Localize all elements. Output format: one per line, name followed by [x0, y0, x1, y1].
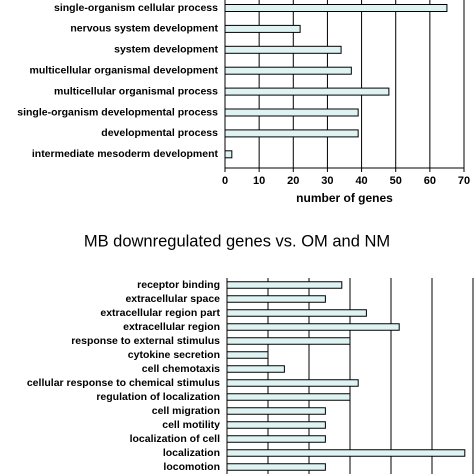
- bar: [226, 365, 285, 373]
- bar: [224, 150, 233, 159]
- x-tick-label: 60: [424, 175, 436, 187]
- category-label: cell motility: [162, 419, 220, 431]
- bar: [224, 87, 390, 96]
- bar: [226, 295, 326, 303]
- x-tick-label: 50: [390, 175, 402, 187]
- bar: [226, 421, 326, 429]
- category-label: cell chemotaxis: [142, 363, 220, 375]
- bar: [226, 281, 343, 289]
- chart-title: MB downregulated genes vs. OM and NM: [84, 232, 390, 250]
- bar: [226, 393, 351, 401]
- bar: [226, 449, 466, 457]
- bar: [224, 45, 342, 54]
- bar: [224, 24, 301, 33]
- bar: [226, 435, 326, 443]
- x-tick-label: 40: [355, 175, 367, 187]
- category-label: system development: [114, 44, 218, 56]
- category-label: extracellular region part: [100, 307, 220, 319]
- x-tick-label: 0: [222, 175, 228, 187]
- category-label: regulation of localization: [96, 391, 220, 403]
- category-label: cytokine secretion: [128, 349, 220, 361]
- category-label: extracellular region: [123, 321, 220, 333]
- x-tick-label: 10: [253, 175, 265, 187]
- x-axis-label: number of genes: [296, 191, 393, 205]
- bar: [226, 351, 269, 359]
- category-label: single-organism developmental process: [17, 106, 218, 118]
- category-label: response to external stimulus: [71, 335, 220, 347]
- bar: [224, 4, 448, 12]
- x-tick-label: 70: [458, 175, 470, 187]
- bar: [224, 66, 352, 75]
- category-label: intermediate mesoderm development: [32, 148, 219, 160]
- bar: [226, 407, 326, 415]
- bar: [224, 129, 359, 138]
- category-label: developmental process: [101, 127, 218, 139]
- x-tick-label: 20: [287, 175, 299, 187]
- bar: [226, 309, 367, 317]
- category-label: multicellular organismal development: [30, 64, 219, 76]
- bar: [224, 108, 359, 117]
- bar: [226, 323, 400, 331]
- category-label: locomotion: [163, 461, 220, 473]
- category-label: multicellular organismal process: [54, 85, 218, 97]
- category-label: nervous system development: [70, 23, 218, 35]
- x-tick-label: 30: [321, 175, 333, 187]
- bar: [226, 337, 351, 345]
- category-label: localization of cell: [130, 433, 221, 445]
- category-label: receptor binding: [137, 279, 220, 291]
- category-label: cell migration: [152, 405, 220, 417]
- bar: [226, 379, 359, 387]
- bar: [226, 463, 326, 471]
- category-label: localization: [163, 447, 220, 459]
- category-label: single-organism cellular process: [54, 2, 218, 14]
- category-label: extracellular space: [125, 293, 220, 305]
- category-label: cellular response to chemical stimulus: [27, 377, 220, 389]
